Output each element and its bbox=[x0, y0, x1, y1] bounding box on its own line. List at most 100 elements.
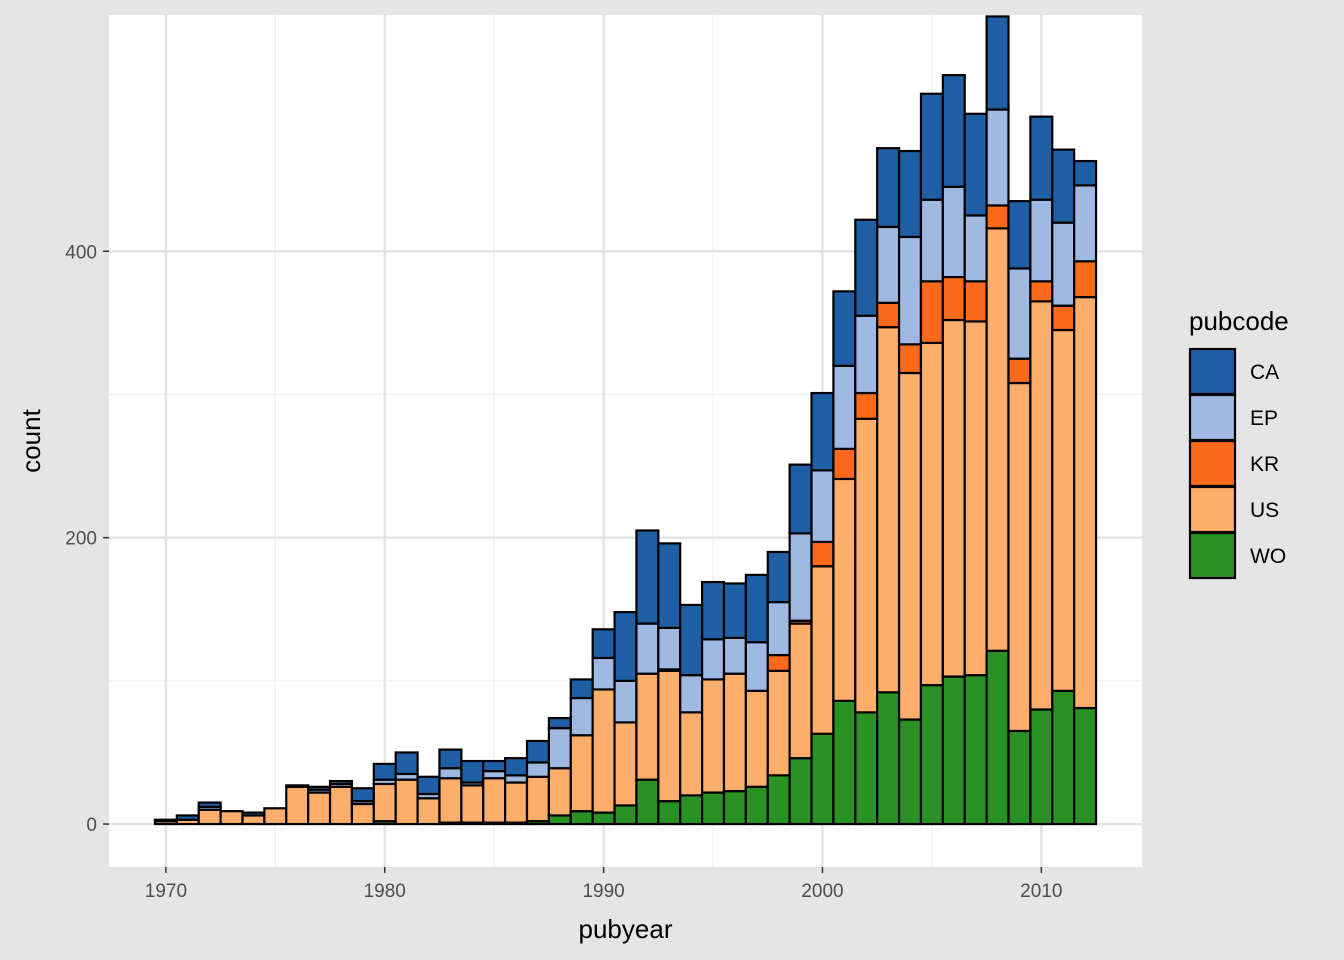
y-tick-label: 0 bbox=[86, 815, 97, 836]
bar-segment-wo bbox=[591, 811, 616, 826]
bar-segment-ep bbox=[547, 727, 572, 770]
y-tick-label: 200 bbox=[65, 529, 97, 550]
bar-segment-kr bbox=[985, 204, 1010, 230]
bar-segment-wo bbox=[700, 791, 726, 826]
bar-segment-ca bbox=[153, 818, 178, 823]
bar-segment-ca bbox=[372, 762, 397, 781]
bar-segment-ep bbox=[854, 314, 879, 395]
bar-segment-wo bbox=[788, 757, 813, 826]
bar-segment-ca bbox=[657, 542, 682, 629]
bar-segment-ep bbox=[985, 108, 1010, 207]
x-tick-label: 2010 bbox=[1020, 881, 1062, 902]
bar-segment-wo bbox=[1007, 729, 1032, 826]
bar-segment-us bbox=[985, 227, 1010, 652]
x-tick-label: 1990 bbox=[582, 881, 624, 902]
bar-segment-us bbox=[635, 672, 660, 781]
bar-segment-us bbox=[810, 565, 835, 735]
bar-segment-us bbox=[941, 318, 966, 678]
legend-key-us bbox=[1188, 485, 1237, 534]
y-axis-title: count bbox=[16, 408, 46, 472]
bar-segment-wo bbox=[613, 804, 638, 826]
bar-segment-us bbox=[569, 734, 594, 813]
bar-segment-ca bbox=[985, 15, 1010, 111]
bar-segment-kr bbox=[766, 653, 791, 672]
bar-segment-ep bbox=[591, 656, 616, 691]
x-axis-title: pubyear bbox=[579, 914, 673, 944]
bar-segment-ca bbox=[547, 716, 572, 730]
bar-segment-us bbox=[219, 810, 244, 826]
bar-segment-ep bbox=[569, 696, 594, 737]
bar-segment-us bbox=[547, 767, 572, 817]
legend-label-ca: CA bbox=[1250, 361, 1279, 384]
bar-segment-wo bbox=[941, 675, 966, 826]
bar-segment-ca bbox=[941, 74, 966, 188]
bar-segment-ep bbox=[810, 469, 835, 544]
bar-segment-ca bbox=[635, 529, 660, 625]
bar-segment-us bbox=[919, 341, 944, 687]
bar-segment-wo bbox=[1051, 689, 1076, 826]
bar-segment-kr bbox=[897, 343, 923, 375]
bar-segment-ep bbox=[679, 674, 704, 714]
legend: pubcode CA EP KR US WO bbox=[1188, 306, 1289, 580]
bar-segment-wo bbox=[854, 711, 879, 826]
bar-segment-ca bbox=[963, 112, 988, 217]
bar-segment-wo bbox=[832, 699, 857, 826]
bar-segment-ep bbox=[438, 767, 463, 780]
bar-segment-ep bbox=[657, 626, 682, 671]
axes: 1970 1980 1990 2000 2010 0 200 400 bbox=[65, 242, 1062, 902]
bar-segment-wo bbox=[722, 790, 747, 826]
bar-segment-ca bbox=[569, 678, 594, 700]
bar-segment-ep bbox=[525, 761, 551, 778]
legend-label-ep: EP bbox=[1250, 407, 1278, 430]
bar-segment-kr bbox=[1051, 304, 1076, 332]
bar-segment-us bbox=[482, 777, 507, 824]
bar-segment-ca bbox=[810, 391, 835, 472]
bar-segment-ep bbox=[613, 679, 638, 724]
bar-segment-ca bbox=[482, 759, 507, 773]
bar-segment-kr bbox=[1073, 260, 1098, 299]
bar-segment-ca bbox=[241, 811, 266, 817]
bar-segment-ep bbox=[1029, 198, 1054, 283]
legend-label-wo: WO bbox=[1250, 545, 1286, 568]
bar-segment-us bbox=[613, 721, 638, 807]
bar-segment-ca bbox=[438, 748, 463, 770]
bar-segment-us bbox=[504, 781, 529, 824]
bar-segment-wo bbox=[569, 810, 594, 826]
y-tick-label: 400 bbox=[65, 242, 97, 263]
legend-key-kr bbox=[1188, 439, 1237, 488]
bar-segment-us bbox=[307, 791, 332, 826]
bar-segment-ca bbox=[591, 628, 616, 660]
bar-segment-kr bbox=[963, 280, 988, 323]
bar-segment-kr bbox=[832, 447, 857, 481]
bar-segment-ep bbox=[963, 214, 988, 283]
bar-segment-us bbox=[263, 807, 288, 826]
bar-segment-ca bbox=[1029, 115, 1054, 201]
bar-segment-ep bbox=[1007, 267, 1032, 360]
bar-segment-kr bbox=[876, 301, 901, 329]
bar-segment-ca bbox=[1073, 159, 1098, 187]
bar-segment-us bbox=[854, 417, 879, 714]
legend-title: pubcode bbox=[1189, 306, 1289, 336]
bar-segment-ca bbox=[350, 787, 375, 803]
bar-segment-us bbox=[657, 669, 682, 803]
bar-segment-us bbox=[788, 622, 813, 760]
bar-segment-ep bbox=[635, 622, 660, 675]
bar-segment-ep bbox=[1051, 221, 1076, 307]
bar-segment-kr bbox=[1029, 280, 1054, 303]
bar-segment-ca bbox=[328, 779, 354, 786]
bar-segment-us bbox=[241, 814, 266, 826]
bar-segment-us bbox=[285, 785, 310, 826]
bar-segment-us bbox=[350, 802, 375, 826]
bar-segment-ca bbox=[722, 582, 747, 639]
bar-segment-us bbox=[525, 775, 551, 823]
bar-segment-ca bbox=[1007, 200, 1032, 270]
bars bbox=[153, 15, 1098, 826]
bar-segment-ca bbox=[854, 218, 879, 317]
bar-segment-wo bbox=[657, 800, 682, 826]
bar-segment-us bbox=[394, 778, 419, 826]
bar-segment-ca bbox=[876, 147, 901, 229]
bar-segment-ca bbox=[285, 784, 310, 788]
legend-key-ca bbox=[1188, 347, 1237, 396]
bar-segment-us bbox=[679, 711, 704, 797]
